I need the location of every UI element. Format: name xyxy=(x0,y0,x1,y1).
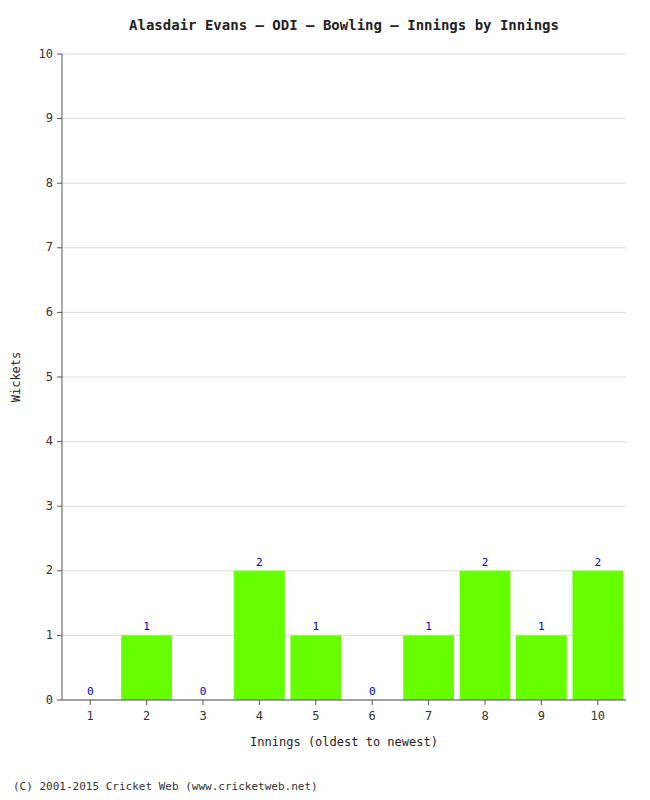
y-axis: 0 1 2 3 4 5 6 7 8 9 10 xyxy=(39,47,62,707)
y-tick-label: 2 xyxy=(46,563,53,577)
x-axis: 1 2 3 4 5 6 7 8 9 10 xyxy=(87,700,605,723)
x-axis-label: Innings (oldest to newest) xyxy=(250,735,438,749)
y-tick-label: 10 xyxy=(39,47,53,61)
x-tick-label: 1 xyxy=(87,709,94,723)
x-tick xyxy=(485,700,486,705)
data-label: 0 xyxy=(200,685,207,698)
y-tick-label: 6 xyxy=(46,305,53,319)
x-tick xyxy=(259,700,260,705)
bars xyxy=(121,571,623,700)
y-tick-label: 9 xyxy=(46,111,53,125)
x-tick xyxy=(315,700,316,705)
y-tick xyxy=(57,118,62,119)
x-tick-label: 10 xyxy=(591,709,605,723)
grid-line xyxy=(62,118,626,119)
x-tick xyxy=(428,700,429,705)
y-grid xyxy=(62,54,626,700)
data-label: 1 xyxy=(312,620,319,633)
bar xyxy=(572,571,623,700)
y-tick-label: 4 xyxy=(46,434,53,448)
bar xyxy=(234,571,285,700)
y-tick xyxy=(57,312,62,313)
bar xyxy=(403,635,454,700)
x-tick-label: 7 xyxy=(425,709,432,723)
data-label: 1 xyxy=(538,620,545,633)
x-tick-label: 3 xyxy=(199,709,206,723)
bar xyxy=(516,635,567,700)
x-tick xyxy=(541,700,542,705)
data-label: 0 xyxy=(87,685,94,698)
grid-line xyxy=(62,506,626,507)
x-tick-label: 2 xyxy=(143,709,150,723)
y-tick xyxy=(57,700,62,701)
grid-line xyxy=(62,247,626,248)
x-tick xyxy=(372,700,373,705)
grid-line xyxy=(62,441,626,442)
y-tick xyxy=(57,54,62,55)
y-tick xyxy=(57,635,62,636)
grid-line xyxy=(62,54,626,55)
data-labels: 0 1 0 2 1 0 1 2 1 2 xyxy=(87,556,601,698)
y-tick-label: 0 xyxy=(46,693,53,707)
data-label: 2 xyxy=(594,556,601,569)
bar xyxy=(290,635,341,700)
y-tick-label: 7 xyxy=(46,240,53,254)
grid-line xyxy=(62,183,626,184)
data-label: 2 xyxy=(256,556,263,569)
y-tick-label: 3 xyxy=(46,499,53,513)
grid-line xyxy=(62,377,626,378)
x-tick-label: 4 xyxy=(256,709,263,723)
footer: (C) 2001-2015 Cricket Web (www.cricketwe… xyxy=(13,780,318,793)
x-tick xyxy=(203,700,204,705)
x-tick xyxy=(597,700,598,705)
bar xyxy=(121,635,172,700)
y-tick xyxy=(57,377,62,378)
x-tick xyxy=(90,700,91,705)
data-label: 2 xyxy=(482,556,489,569)
x-tick xyxy=(146,700,147,705)
y-tick xyxy=(57,570,62,571)
y-tick-label: 5 xyxy=(46,370,53,384)
y-tick xyxy=(57,247,62,248)
x-tick-label: 5 xyxy=(312,709,319,723)
x-tick-label: 6 xyxy=(369,709,376,723)
y-tick xyxy=(57,183,62,184)
y-axis-label: Wickets xyxy=(9,352,23,403)
bar xyxy=(460,571,511,700)
background xyxy=(0,0,650,800)
y-tick xyxy=(57,441,62,442)
data-label: 0 xyxy=(369,685,376,698)
y-tick-label: 8 xyxy=(46,176,53,190)
x-tick-label: 9 xyxy=(538,709,545,723)
x-tick-label: 8 xyxy=(481,709,488,723)
grid-line xyxy=(62,312,626,313)
data-label: 1 xyxy=(143,620,150,633)
y-tick xyxy=(57,506,62,507)
title: Alasdair Evans – ODI – Bowling – Innings… xyxy=(129,17,559,33)
y-axis-line xyxy=(62,54,63,700)
y-tick-label: 1 xyxy=(46,628,53,642)
data-label: 1 xyxy=(425,620,432,633)
grid-line xyxy=(62,570,626,571)
chart: 012345678910010210121212345678910Alasdai… xyxy=(0,0,650,800)
